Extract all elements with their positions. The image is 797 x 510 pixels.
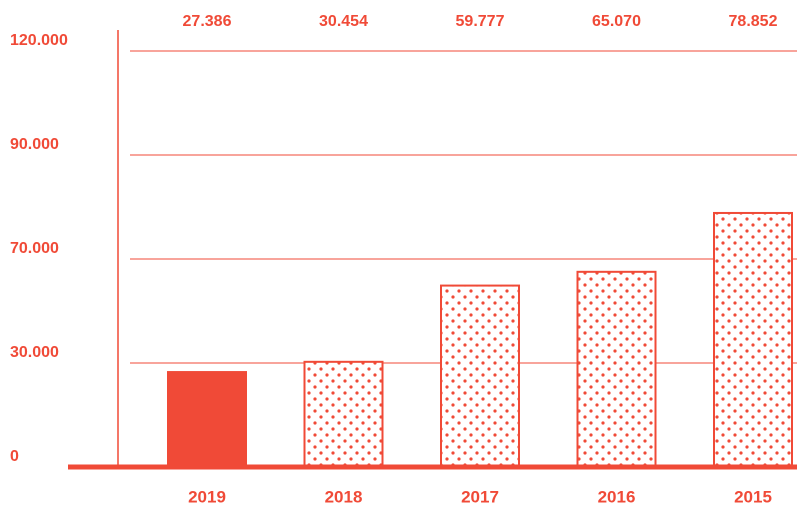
value-label: 27.386: [183, 13, 232, 30]
y-tick-label: 120.000: [10, 32, 68, 49]
x-tick-label: 2015: [734, 487, 772, 506]
bar: [303, 360, 384, 469]
x-tick-label: 2017: [461, 487, 499, 506]
x-tick-label: 2019: [188, 487, 226, 506]
value-label: 78.852: [729, 13, 778, 30]
x-tick-label: 2016: [598, 487, 636, 506]
value-label: 59.777: [456, 13, 505, 30]
value-label: 30.454: [319, 13, 368, 30]
y-tick-label: 90.000: [10, 136, 59, 153]
y-tick-label: 30.000: [10, 344, 59, 361]
y-tick-label: 0: [10, 448, 19, 465]
bar: [713, 211, 793, 468]
y-tick-label: 70.000: [10, 240, 59, 257]
bar: [167, 371, 247, 468]
bar: [440, 284, 520, 468]
x-tick-label: 2018: [325, 487, 363, 506]
value-label: 65.070: [592, 13, 641, 30]
bar: [576, 270, 657, 468]
